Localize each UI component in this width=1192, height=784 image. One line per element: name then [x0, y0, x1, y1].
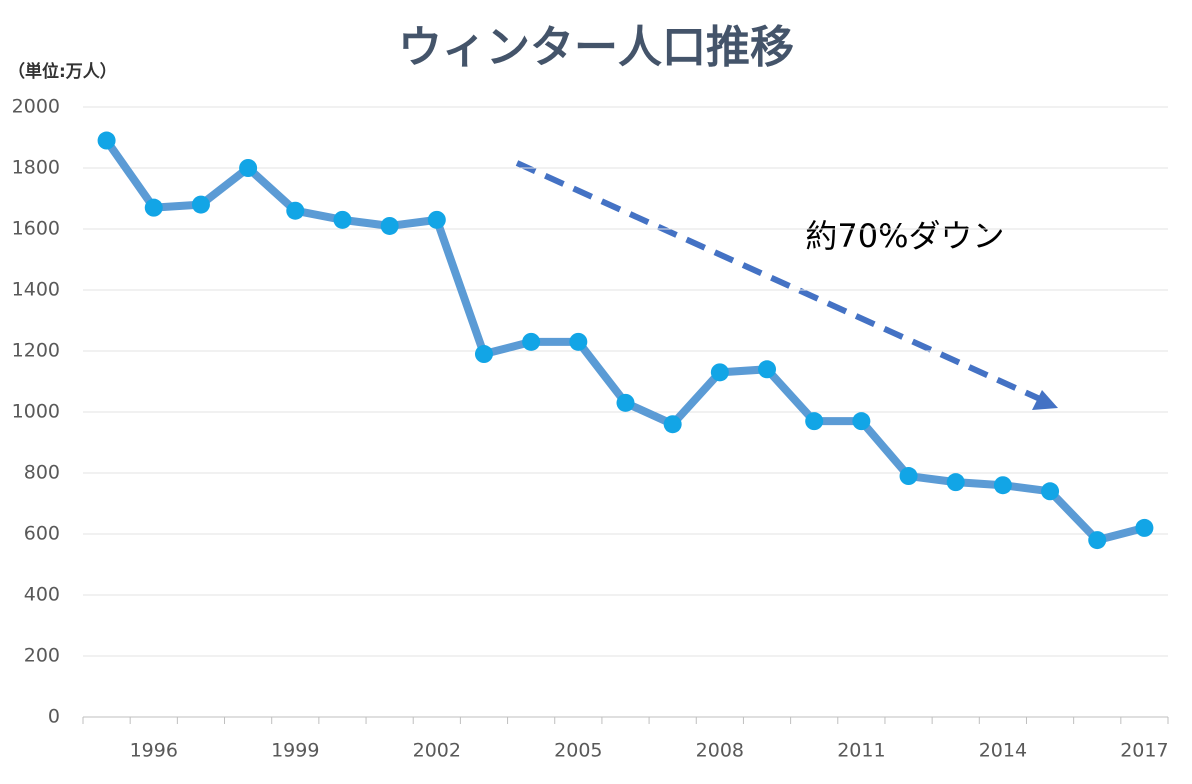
x-tick-label: 1999 — [271, 740, 319, 762]
y-tick-label: 2000 — [12, 96, 60, 118]
data-point — [852, 412, 871, 431]
y-tick-label: 200 — [24, 645, 60, 667]
data-point — [710, 363, 729, 382]
y-tick-label: 0 — [48, 706, 60, 728]
y-tick-label: 1400 — [12, 279, 60, 301]
y-tick-label: 1800 — [12, 157, 60, 179]
data-point — [569, 332, 588, 351]
y-tick-label: 600 — [24, 523, 60, 545]
unit-label: （単位:万人） — [8, 61, 117, 82]
data-point — [899, 467, 918, 486]
annotation: 約70%ダウン — [805, 217, 1004, 255]
data-line — [103, 138, 1146, 545]
data-point — [144, 198, 163, 217]
data-point — [1135, 518, 1154, 537]
y-tick-label: 400 — [24, 584, 60, 606]
data-point — [663, 415, 682, 434]
x-tick-label: 2011 — [837, 740, 885, 762]
x-tick-label: 2002 — [413, 740, 461, 762]
data-point — [993, 476, 1012, 495]
data-point — [380, 216, 399, 235]
data-point — [758, 360, 777, 379]
data-point — [805, 412, 824, 431]
y-tick-label: 800 — [24, 462, 60, 484]
data-point — [946, 473, 965, 492]
x-tick-label: 2014 — [979, 740, 1027, 762]
data-point — [97, 131, 116, 150]
y-tick-label: 1600 — [12, 218, 60, 240]
data-point — [286, 201, 305, 220]
x-tick-label: 2008 — [696, 740, 744, 762]
data-point — [474, 345, 493, 364]
data-point — [333, 210, 352, 229]
chart-title: ウィンター人口推移 — [398, 22, 794, 73]
data-point — [1041, 482, 1060, 501]
data-point — [191, 195, 210, 214]
y-tick-label: 1000 — [12, 401, 60, 423]
arrow-head — [1032, 390, 1058, 410]
trend-arrow — [515, 160, 1042, 402]
data-point — [616, 393, 635, 412]
data-point — [1088, 531, 1107, 550]
x-tick-label: 2005 — [554, 740, 602, 762]
data-point — [427, 210, 446, 229]
data-point — [239, 159, 258, 177]
x-tick-label: 2017 — [1120, 740, 1168, 762]
x-tick-label: 1996 — [130, 740, 178, 762]
data-point — [522, 332, 541, 351]
y-tick-label: 1200 — [12, 340, 60, 362]
